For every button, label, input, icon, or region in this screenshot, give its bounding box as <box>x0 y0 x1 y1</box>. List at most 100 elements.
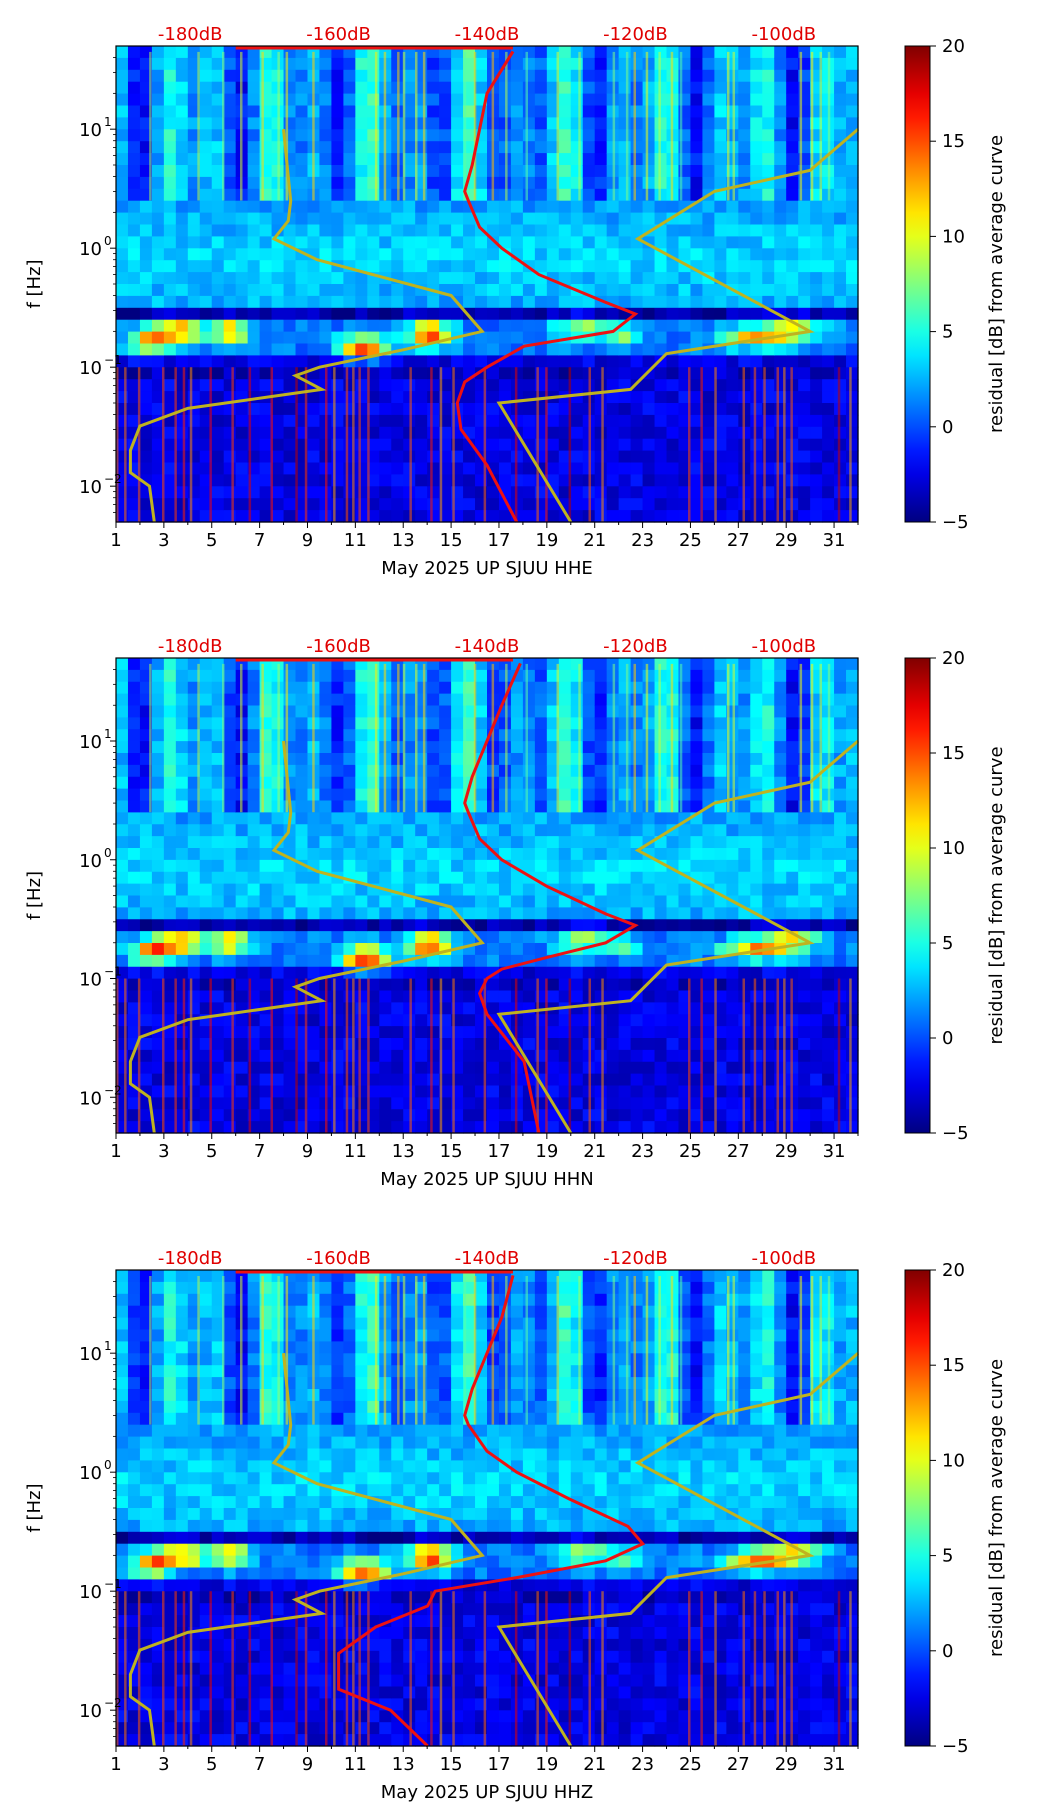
heatmap-cell <box>295 776 309 790</box>
heatmap-cell <box>427 1109 440 1122</box>
heatmap-cell <box>690 669 704 683</box>
heatmap-cell <box>331 224 344 237</box>
heatmap-cell <box>415 1038 428 1051</box>
heatmap-cell <box>570 1085 584 1098</box>
heatmap-cell <box>594 848 608 861</box>
heatmap-cell <box>116 859 129 873</box>
heatmap-cell <box>403 883 416 897</box>
heatmap-cell <box>439 165 452 178</box>
heatmap-cell <box>247 729 261 742</box>
heatmap-cell <box>618 1014 632 1027</box>
heatmap-cell <box>510 717 524 730</box>
heatmap-cell <box>139 1121 153 1134</box>
heatmap-cell <box>187 883 201 897</box>
heatmap-cell <box>319 705 333 718</box>
heatmap-cell <box>187 367 201 380</box>
heatmap-cell <box>498 907 512 920</box>
heatmap-cell <box>750 367 763 380</box>
heatmap-cell <box>163 319 177 333</box>
heatmap-cell <box>439 1085 452 1098</box>
heatmap-cell <box>223 1121 237 1134</box>
heatmap-cell <box>235 1121 249 1134</box>
heatmap-cell <box>187 859 201 873</box>
heatmap-cell <box>139 824 153 837</box>
heatmap-cell <box>798 391 811 404</box>
heatmap-cell <box>211 895 225 908</box>
heatmap-cell <box>738 800 751 813</box>
heatmap-cell <box>439 859 452 873</box>
heatmap-streak <box>536 367 539 522</box>
heatmap-cell <box>570 788 584 802</box>
heatmap-cell <box>594 836 608 849</box>
x-tick-label: 25 <box>679 530 702 551</box>
heatmap-cell <box>714 943 727 956</box>
heatmap-cell <box>331 776 344 790</box>
heatmap-cell <box>702 741 715 754</box>
heatmap-cell <box>439 248 452 261</box>
heatmap-cell <box>355 824 368 837</box>
heatmap-cell <box>391 462 404 475</box>
heatmap-cell <box>618 824 632 837</box>
heatmap-cell <box>403 681 416 695</box>
heatmap-cell <box>522 319 536 333</box>
heatmap-cell <box>439 200 452 214</box>
heatmap-cell <box>247 176 261 190</box>
heatmap-cell <box>726 1085 739 1098</box>
heatmap-cell <box>427 224 440 237</box>
heatmap-cell <box>534 284 548 297</box>
heatmap-cell <box>714 1085 727 1098</box>
heatmap-cell <box>798 943 811 956</box>
heatmap-cell <box>642 117 656 130</box>
heatmap-cell <box>139 295 153 309</box>
heatmap-cell <box>690 1085 704 1098</box>
x-tick-label: 29 <box>775 530 798 551</box>
heatmap-cell <box>151 284 165 297</box>
heatmap-cell <box>570 681 584 695</box>
heatmap-cell <box>116 236 129 249</box>
heatmap-cell <box>714 81 727 95</box>
heatmap-cell <box>463 474 476 487</box>
heatmap-cell <box>175 343 189 356</box>
heatmap-cell <box>678 859 692 873</box>
heatmap-cell <box>319 69 333 83</box>
heatmap-cell <box>546 426 560 440</box>
heatmap-cell <box>175 129 189 142</box>
heatmap-cell <box>546 248 560 261</box>
heatmap-cell <box>618 224 632 237</box>
heatmap-streak <box>753 367 757 522</box>
heatmap-streak <box>714 367 717 522</box>
heatmap-cell <box>331 236 344 249</box>
heatmap-cell <box>427 165 440 178</box>
heatmap-cell <box>810 343 823 356</box>
heatmap-cell <box>498 200 512 214</box>
heatmap-cell <box>678 355 692 368</box>
heatmap-cell <box>594 824 608 837</box>
heatmap-cell <box>355 1014 368 1027</box>
heatmap-cell <box>391 943 404 956</box>
heatmap-cell <box>235 272 249 285</box>
heatmap-cell <box>846 474 859 487</box>
heatmap-cell <box>187 836 201 849</box>
heatmap-cell <box>582 836 596 849</box>
heatmap-cell <box>116 693 129 707</box>
heatmap-cell <box>558 93 572 107</box>
heatmap-cell <box>415 1121 428 1134</box>
heatmap-cell <box>211 69 225 83</box>
heatmap-cell <box>355 978 368 992</box>
heatmap-cell <box>666 486 680 499</box>
heatmap-cell <box>714 474 727 487</box>
heatmap-cell <box>798 978 811 992</box>
heatmap-cell <box>175 176 189 190</box>
heatmap-cell <box>223 1097 237 1110</box>
heatmap-cell <box>798 248 811 261</box>
heatmap-cell <box>187 1097 201 1110</box>
heatmap-cell <box>127 367 141 380</box>
heatmap-cell <box>175 753 189 766</box>
heatmap-cell <box>223 319 237 333</box>
heatmap-cell <box>798 200 811 214</box>
heatmap-cell <box>199 966 213 980</box>
heatmap-cell <box>678 1109 692 1122</box>
heatmap-cell <box>211 1026 225 1039</box>
heatmap-cell <box>498 224 512 237</box>
heatmap-cell <box>570 836 584 849</box>
